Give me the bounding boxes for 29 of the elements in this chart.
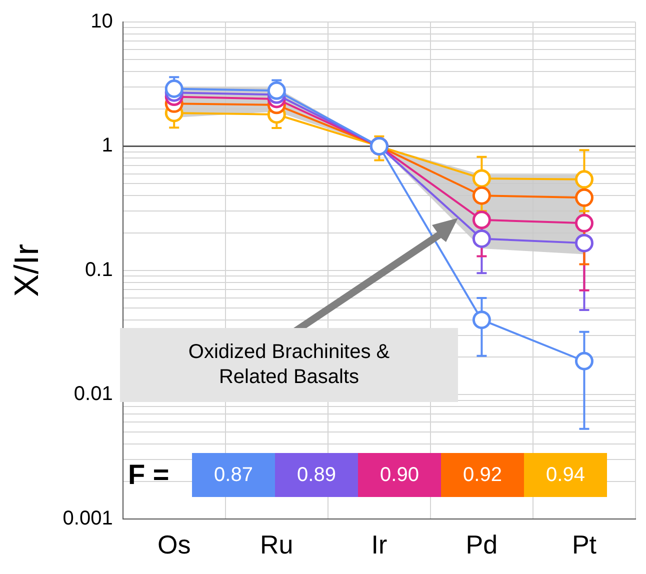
point <box>472 210 491 230</box>
x-tick-label: Pd <box>466 530 498 560</box>
x-tick-label: Pt <box>572 530 598 560</box>
x-tick-label: Ir <box>371 530 388 560</box>
point <box>574 214 594 232</box>
point <box>574 234 594 252</box>
y-tick-label: 0.1 <box>85 258 113 281</box>
text: 0.94 <box>524 453 607 497</box>
legend-title: F = <box>128 459 170 491</box>
text: 0.90 <box>358 453 441 497</box>
text: 0.89 <box>275 453 358 497</box>
y-tick-label: 0.001 <box>62 507 113 530</box>
point <box>267 81 286 100</box>
point <box>472 186 491 205</box>
y-axis-title: X/Ir <box>8 244 46 297</box>
x-tick-label: Os <box>157 530 191 560</box>
point <box>472 229 491 248</box>
y-tick-label: 1 <box>102 134 113 157</box>
x-tick-label: Ru <box>260 530 294 560</box>
text: 0.87 <box>192 453 275 497</box>
point <box>164 80 184 98</box>
point <box>472 169 491 188</box>
y-tick-label: 10 <box>90 10 113 33</box>
point <box>472 310 491 330</box>
text: 0.92 <box>441 453 524 497</box>
point <box>574 170 594 189</box>
y-tick-label: 0.01 <box>74 383 113 406</box>
point <box>574 188 594 207</box>
point <box>574 352 594 370</box>
